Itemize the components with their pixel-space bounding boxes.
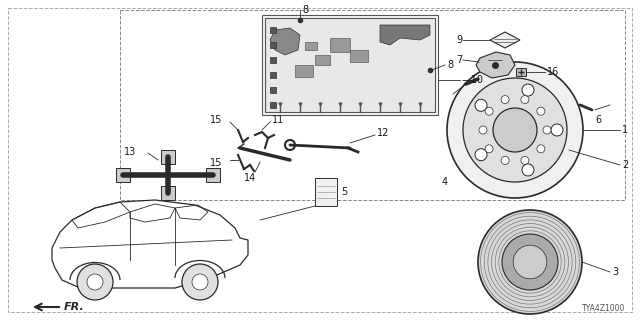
- Polygon shape: [476, 52, 515, 78]
- Text: TYA4Z1000: TYA4Z1000: [582, 304, 625, 313]
- Text: 13: 13: [124, 147, 136, 157]
- Polygon shape: [295, 65, 313, 77]
- Circle shape: [87, 274, 103, 290]
- Circle shape: [502, 234, 558, 290]
- Text: 15: 15: [210, 158, 222, 168]
- Text: 3: 3: [612, 267, 618, 277]
- Text: 9: 9: [456, 35, 462, 45]
- Text: 8: 8: [302, 5, 308, 15]
- Polygon shape: [116, 168, 130, 182]
- Polygon shape: [330, 38, 350, 52]
- Circle shape: [537, 145, 545, 153]
- Circle shape: [521, 96, 529, 104]
- Polygon shape: [161, 150, 175, 164]
- Text: 14: 14: [244, 173, 256, 183]
- Circle shape: [485, 145, 493, 153]
- Text: 5: 5: [341, 187, 348, 197]
- Text: 2: 2: [622, 160, 628, 170]
- Circle shape: [475, 149, 487, 161]
- Text: 15: 15: [210, 115, 222, 125]
- Polygon shape: [350, 50, 368, 62]
- Text: 6: 6: [596, 115, 602, 125]
- Circle shape: [501, 96, 509, 104]
- Circle shape: [522, 164, 534, 176]
- Text: 8: 8: [447, 60, 453, 70]
- Polygon shape: [490, 32, 520, 48]
- Circle shape: [77, 264, 113, 300]
- Circle shape: [475, 99, 487, 111]
- Circle shape: [501, 156, 509, 164]
- Circle shape: [182, 264, 218, 300]
- Circle shape: [513, 245, 547, 279]
- Text: 1: 1: [622, 125, 628, 135]
- Circle shape: [537, 107, 545, 115]
- Text: 4: 4: [442, 177, 448, 187]
- Polygon shape: [265, 18, 435, 112]
- Polygon shape: [305, 42, 317, 50]
- Polygon shape: [270, 28, 300, 55]
- Circle shape: [485, 107, 493, 115]
- Circle shape: [447, 62, 583, 198]
- Polygon shape: [315, 55, 330, 65]
- Text: —10: —10: [462, 75, 484, 85]
- Polygon shape: [315, 178, 337, 206]
- Polygon shape: [52, 200, 248, 288]
- Circle shape: [192, 274, 208, 290]
- Text: 12: 12: [377, 128, 389, 138]
- Circle shape: [522, 84, 534, 96]
- Text: 16: 16: [547, 67, 559, 77]
- Circle shape: [478, 210, 582, 314]
- Polygon shape: [206, 168, 220, 182]
- Circle shape: [463, 78, 567, 182]
- Circle shape: [543, 126, 551, 134]
- Circle shape: [479, 126, 487, 134]
- Text: 11: 11: [272, 115, 284, 125]
- Circle shape: [551, 124, 563, 136]
- Polygon shape: [380, 25, 430, 45]
- Circle shape: [521, 156, 529, 164]
- Polygon shape: [516, 68, 526, 76]
- Polygon shape: [262, 15, 438, 115]
- Text: FR.: FR.: [64, 302, 84, 312]
- Text: 7: 7: [456, 55, 462, 65]
- Circle shape: [493, 108, 537, 152]
- Polygon shape: [161, 186, 175, 200]
